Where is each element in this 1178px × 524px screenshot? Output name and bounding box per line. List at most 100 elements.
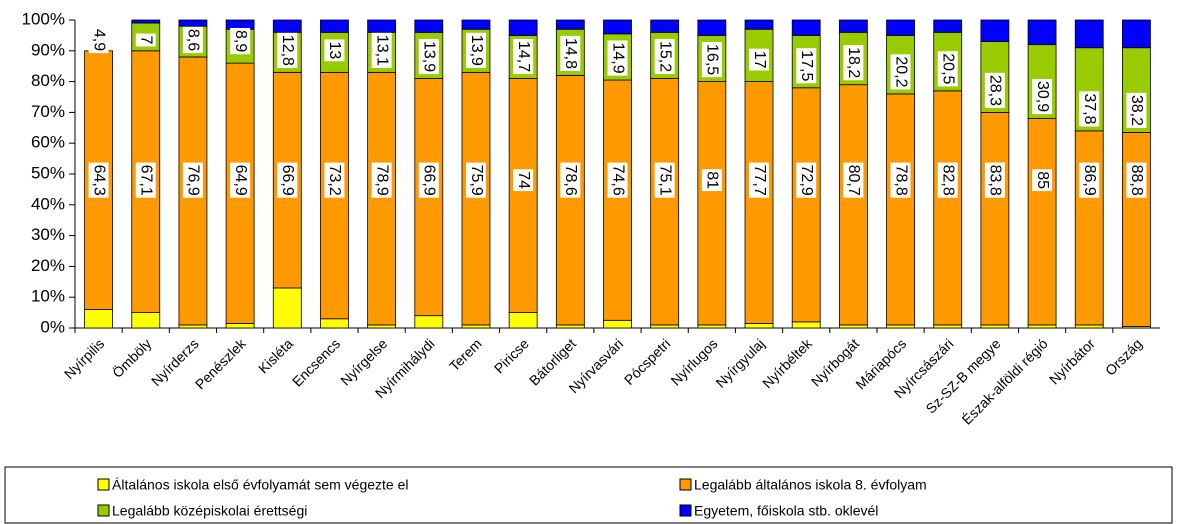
bar-segment <box>555 324 585 329</box>
bar-segment <box>508 78 538 313</box>
upper-label-bg <box>607 40 628 76</box>
lower-label: 76,9 <box>182 162 203 198</box>
bar-segment <box>508 19 538 36</box>
upper-label-text: 14,8 <box>562 38 579 69</box>
bar-segment <box>933 19 963 33</box>
upper-label: 14,7 <box>513 38 534 75</box>
upper-label-bg <box>1126 92 1147 128</box>
bar-segment <box>1027 118 1057 326</box>
legend-swatch <box>679 504 692 517</box>
lower-label-text: 67,1 <box>138 165 155 196</box>
bar-segment <box>131 19 161 24</box>
lower-label: 75,9 <box>465 162 486 198</box>
y-tick-label: 100% <box>22 9 65 28</box>
upper-label-bg <box>324 39 345 62</box>
upper-label-text: 13 <box>326 41 343 59</box>
bar-segment <box>697 324 727 329</box>
x-tick-label: Nyírbátor <box>1046 335 1098 387</box>
lower-label-text: 73,2 <box>326 165 343 196</box>
lower-label: 64,9 <box>230 162 251 198</box>
bar-segment <box>933 90 963 326</box>
upper-label-text: 13,9 <box>468 35 485 66</box>
upper-label: 8,9 <box>230 27 251 55</box>
lower-label: 83,8 <box>984 162 1005 198</box>
upper-label-text: 20,5 <box>939 53 956 84</box>
bar-segment <box>650 324 680 329</box>
bar-segment <box>838 324 868 329</box>
x-tick-label: Kisléta <box>255 335 296 376</box>
bar-segment <box>84 309 113 329</box>
bar-segment <box>980 19 1010 42</box>
bar-segment <box>1122 19 1151 49</box>
bar-segment <box>744 19 774 30</box>
lower-label: 74 <box>513 169 534 192</box>
upper-label-bg <box>513 38 534 75</box>
lower-label-bg <box>88 162 109 198</box>
upper-label-text: 8,9 <box>232 30 249 52</box>
legend-box <box>4 466 1173 524</box>
bar-segment <box>791 321 821 329</box>
lower-label-bg <box>654 162 675 198</box>
y-tick-label: 60% <box>31 133 65 152</box>
x-tick-label: Észak-alföldi régió <box>959 335 1051 427</box>
lower-label-bg <box>324 162 345 198</box>
legend-swatch <box>679 478 692 491</box>
lower-label: 82,8 <box>937 162 958 198</box>
lower-label-text: 75,9 <box>468 165 485 196</box>
bar-segment <box>697 19 727 36</box>
upper-label-bg <box>843 45 864 81</box>
upper-label-bg <box>749 48 770 71</box>
y-tick-label: 30% <box>31 225 65 244</box>
lower-label-bg <box>371 162 392 198</box>
lower-label-bg <box>749 162 770 198</box>
upper-label: 4,9 <box>88 26 109 54</box>
lower-label: 77,7 <box>749 162 770 198</box>
x-tick-label: Pócspetri <box>621 335 674 388</box>
legend-swatch <box>97 504 110 517</box>
upper-label-text: 13,9 <box>421 41 438 72</box>
bar-segment <box>886 324 915 329</box>
upper-label-text: 20,2 <box>892 56 909 87</box>
upper-label-bg <box>465 32 486 68</box>
upper-label: 13,9 <box>418 38 439 75</box>
bar-segment <box>744 322 774 329</box>
upper-label: 7 <box>135 33 156 47</box>
bar-segment <box>697 81 727 326</box>
bar-segment <box>650 78 680 326</box>
upper-label-text: 37,8 <box>1081 93 1098 124</box>
upper-label-text: 16,5 <box>704 44 721 75</box>
upper-label: 12,8 <box>277 32 298 68</box>
lower-label: 78,9 <box>371 162 392 198</box>
upper-label: 30,9 <box>1032 78 1053 115</box>
upper-label-bg <box>418 38 439 75</box>
x-tick-label: Nyírgyulaj <box>712 335 767 390</box>
y-tick-label: 20% <box>31 256 65 275</box>
upper-label-text: 15,2 <box>656 41 673 72</box>
upper-label: 13,9 <box>465 32 486 68</box>
bar-segment <box>178 324 208 329</box>
bar-segment <box>1074 19 1104 49</box>
bar-segment <box>1027 324 1057 329</box>
bar-segment <box>1074 130 1104 326</box>
lower-label-text: 76,9 <box>185 165 202 196</box>
upper-label: 17,5 <box>796 48 817 84</box>
upper-label: 15,2 <box>654 38 675 75</box>
bar-segment <box>320 19 349 33</box>
bar-segment <box>1027 19 1057 46</box>
lower-label: 80,7 <box>843 162 864 198</box>
bar-segment <box>461 71 491 326</box>
lower-label-bg <box>135 162 156 198</box>
lower-label: 88,8 <box>1126 162 1147 198</box>
upper-label-text: 7 <box>138 36 155 45</box>
x-tick-label: Terem <box>446 335 485 374</box>
y-tick-label: 10% <box>31 287 65 306</box>
upper-label-text: 17 <box>751 51 768 69</box>
bar-segment <box>320 318 349 329</box>
upper-label-bg <box>1032 78 1053 115</box>
lower-label-bg <box>1079 162 1100 198</box>
lower-label-bg <box>1032 169 1053 192</box>
lower-label-text: 64,3 <box>90 165 107 196</box>
lower-label-bg <box>607 162 628 198</box>
upper-label-bg <box>890 54 911 90</box>
lower-label-text: 78,9 <box>373 165 390 196</box>
